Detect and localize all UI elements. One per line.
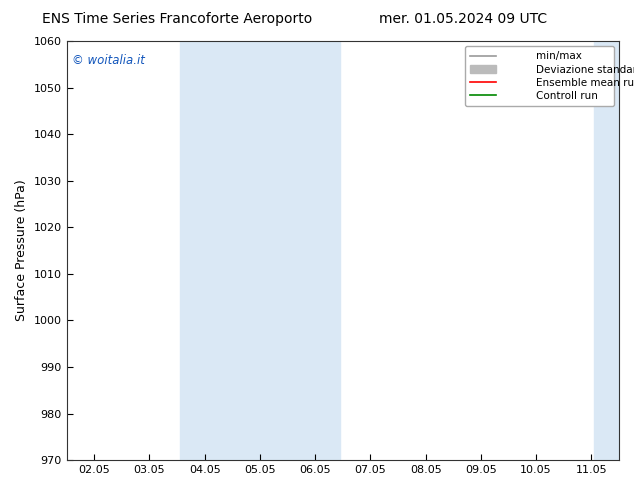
Bar	[180, 41, 340, 460]
Text: © woitalia.it: © woitalia.it	[72, 53, 145, 67]
Legend: min/max, Deviazione standard, Ensemble mean run, Controll run: min/max, Deviazione standard, Ensemble m…	[465, 46, 614, 106]
Text: mer. 01.05.2024 09 UTC: mer. 01.05.2024 09 UTC	[378, 12, 547, 26]
Text: ENS Time Series Francoforte Aeroporto: ENS Time Series Francoforte Aeroporto	[42, 12, 313, 26]
Y-axis label: Surface Pressure (hPa): Surface Pressure (hPa)	[15, 180, 28, 321]
Bar	[594, 41, 619, 460]
